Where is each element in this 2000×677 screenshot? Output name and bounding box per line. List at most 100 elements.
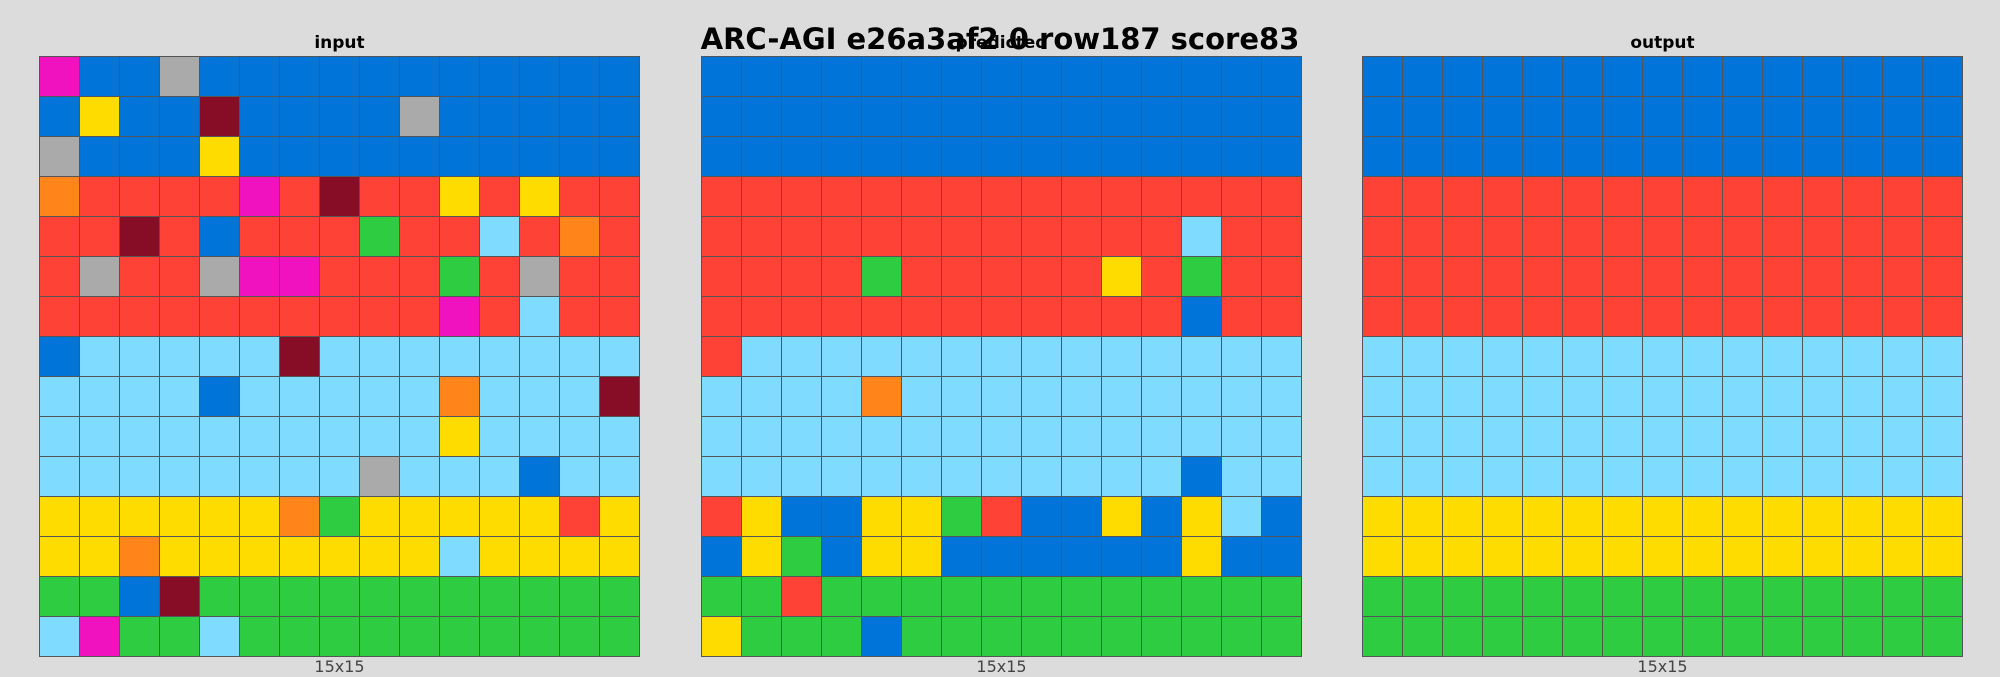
grid-cell xyxy=(1683,537,1722,576)
grid-cell xyxy=(80,577,119,616)
grid-cell xyxy=(1763,137,1802,176)
grid-cell xyxy=(1443,377,1482,416)
grid-cell xyxy=(1262,577,1301,616)
grid-cell xyxy=(742,537,781,576)
grid-cell xyxy=(702,177,741,216)
predicted-grid xyxy=(701,56,1302,657)
grid-cell xyxy=(942,337,981,376)
grid-cell xyxy=(1563,617,1602,656)
grid-cell xyxy=(1523,457,1562,496)
grid-cell xyxy=(1182,137,1221,176)
grid-cell xyxy=(822,377,861,416)
grid-cell xyxy=(40,537,79,576)
grid-cell xyxy=(360,617,399,656)
grid-cell xyxy=(1923,257,1962,296)
grid-cell xyxy=(520,377,559,416)
grid-cell xyxy=(40,97,79,136)
grid-cell xyxy=(240,417,279,456)
grid-cell xyxy=(1222,417,1261,456)
grid-cell xyxy=(1883,177,1922,216)
grid-cell xyxy=(240,497,279,536)
grid-cell xyxy=(742,577,781,616)
grid-cell xyxy=(240,257,279,296)
grid-cell xyxy=(1363,57,1402,96)
grid-cell xyxy=(1222,497,1261,536)
grid-cell xyxy=(1102,57,1141,96)
grid-cell xyxy=(120,137,159,176)
grid-cell xyxy=(1142,617,1181,656)
grid-cell xyxy=(702,217,741,256)
grid-cell xyxy=(1483,417,1522,456)
grid-cell xyxy=(1883,137,1922,176)
grid-cell xyxy=(782,337,821,376)
grid-cell xyxy=(1643,217,1682,256)
grid-cell xyxy=(822,97,861,136)
grid-cell xyxy=(942,217,981,256)
grid-cell xyxy=(520,297,559,336)
grid-cell xyxy=(1803,377,1842,416)
grid-cell xyxy=(1142,57,1181,96)
grid-cell xyxy=(520,137,559,176)
grid-cell xyxy=(1142,137,1181,176)
grid-cell xyxy=(1643,377,1682,416)
grid-cell xyxy=(440,257,479,296)
grid-cell xyxy=(1563,337,1602,376)
grid-cell xyxy=(160,217,199,256)
grid-cell xyxy=(1883,217,1922,256)
page-title: ARC-AGI e26a3af2 0 row187 score83 xyxy=(700,22,1300,56)
grid-cell xyxy=(1723,457,1762,496)
grid-cell xyxy=(160,297,199,336)
grid-cell xyxy=(1102,577,1141,616)
grid-cell xyxy=(1062,57,1101,96)
grid-cell xyxy=(440,537,479,576)
grid-cell xyxy=(80,377,119,416)
grid-cell xyxy=(1923,537,1962,576)
grid-cell xyxy=(1763,177,1802,216)
grid-cell xyxy=(1182,577,1221,616)
grid-cell xyxy=(742,257,781,296)
grid-cell xyxy=(1563,177,1602,216)
grid-cell xyxy=(822,57,861,96)
grid-cell xyxy=(440,377,479,416)
grid-cell xyxy=(560,457,599,496)
grid-cell xyxy=(862,97,901,136)
grid-cell xyxy=(120,97,159,136)
grid-cell xyxy=(320,337,359,376)
grid-cell xyxy=(520,577,559,616)
grid-cell xyxy=(160,457,199,496)
grid-cell xyxy=(280,617,319,656)
grid-cell xyxy=(742,417,781,456)
grid-cell xyxy=(862,177,901,216)
grid-cell xyxy=(1443,137,1482,176)
grid-cell xyxy=(1102,377,1141,416)
grid-cell xyxy=(1923,297,1962,336)
grid-cell xyxy=(480,617,519,656)
grid-cell xyxy=(40,57,79,96)
grid-cell xyxy=(1262,57,1301,96)
grid-cell xyxy=(942,497,981,536)
grid-cell xyxy=(240,297,279,336)
grid-cell xyxy=(320,57,359,96)
grid-cell xyxy=(1363,337,1402,376)
grid-cell xyxy=(1763,97,1802,136)
grid-cell xyxy=(160,377,199,416)
grid-cell xyxy=(120,417,159,456)
input-panel-title: input xyxy=(314,33,365,53)
grid-cell xyxy=(200,577,239,616)
grid-cell xyxy=(1262,257,1301,296)
grid-cell xyxy=(782,577,821,616)
grid-cell xyxy=(320,497,359,536)
grid-cell xyxy=(1843,217,1882,256)
grid-cell xyxy=(1483,177,1522,216)
grid-cell xyxy=(1403,497,1442,536)
grid-cell xyxy=(1883,97,1922,136)
grid-cell xyxy=(480,297,519,336)
grid-cell xyxy=(1523,217,1562,256)
grid-cell xyxy=(120,257,159,296)
grid-cell xyxy=(822,417,861,456)
grid-cell xyxy=(360,177,399,216)
grid-cell xyxy=(360,417,399,456)
grid-cell xyxy=(600,57,639,96)
grid-cell xyxy=(1443,457,1482,496)
grid-cell xyxy=(1843,537,1882,576)
